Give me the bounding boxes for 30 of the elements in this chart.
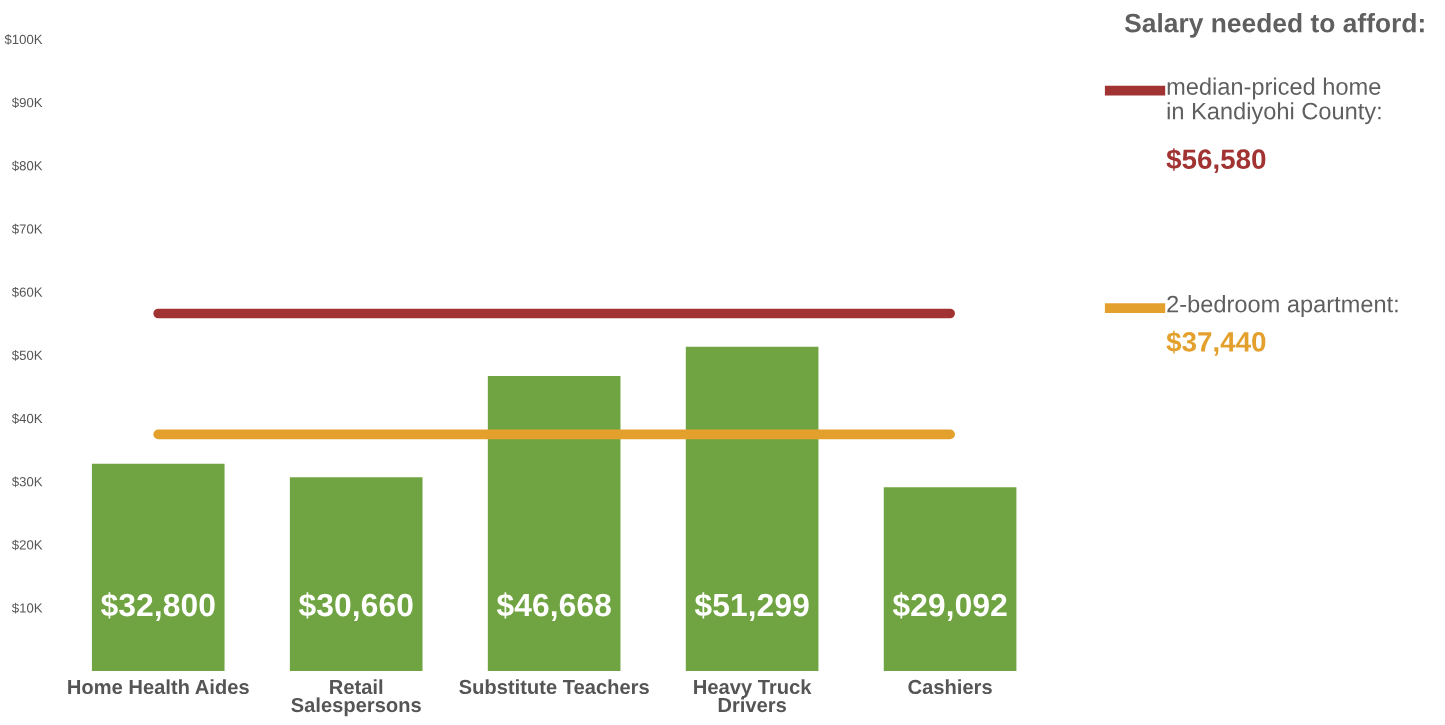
x-tick-label: Substitute Teachers — [459, 679, 649, 695]
y-tick-label: $70K — [11, 223, 43, 235]
legend-label: 2-bedroom apartment: — [1167, 295, 1398, 318]
legend-title: Salary needed to afford: — [1124, 13, 1424, 38]
y-tick-label: $20K — [11, 539, 43, 551]
data-label: $32,800 — [100, 592, 215, 622]
y-tick-label: $100K — [4, 34, 43, 45]
y-tick-label: $40K — [11, 413, 43, 424]
data-label: $46,668 — [496, 592, 611, 622]
y-tick-label: $80K — [11, 160, 43, 172]
y-tick-label: $90K — [11, 97, 43, 109]
y-tick-label: $60K — [11, 286, 43, 298]
text: $37,440 — [1166, 330, 1266, 356]
bar — [487, 376, 621, 671]
y-tick-label: $10K — [11, 602, 43, 614]
y-tick-label: $50K — [11, 350, 43, 361]
legend-label: median-priced home in Kandiyohi County: — [1167, 77, 1381, 125]
data-label: $30,660 — [298, 592, 413, 622]
x-tick-label: Cashiers — [908, 679, 992, 695]
x-tick-label: Home Health Aides — [68, 679, 249, 695]
x-tick-label: Retail Salespersons — [291, 679, 421, 717]
bar — [685, 346, 819, 671]
data-label: $51,299 — [694, 592, 809, 622]
bar — [91, 463, 225, 671]
text: $56,580 — [1166, 148, 1266, 174]
y-tick-label: $30K — [11, 476, 43, 488]
data-label: $29,092 — [892, 592, 1007, 622]
bar — [883, 487, 1017, 671]
bar — [289, 477, 423, 671]
x-tick-label: Heavy Truck Drivers — [694, 679, 812, 713]
